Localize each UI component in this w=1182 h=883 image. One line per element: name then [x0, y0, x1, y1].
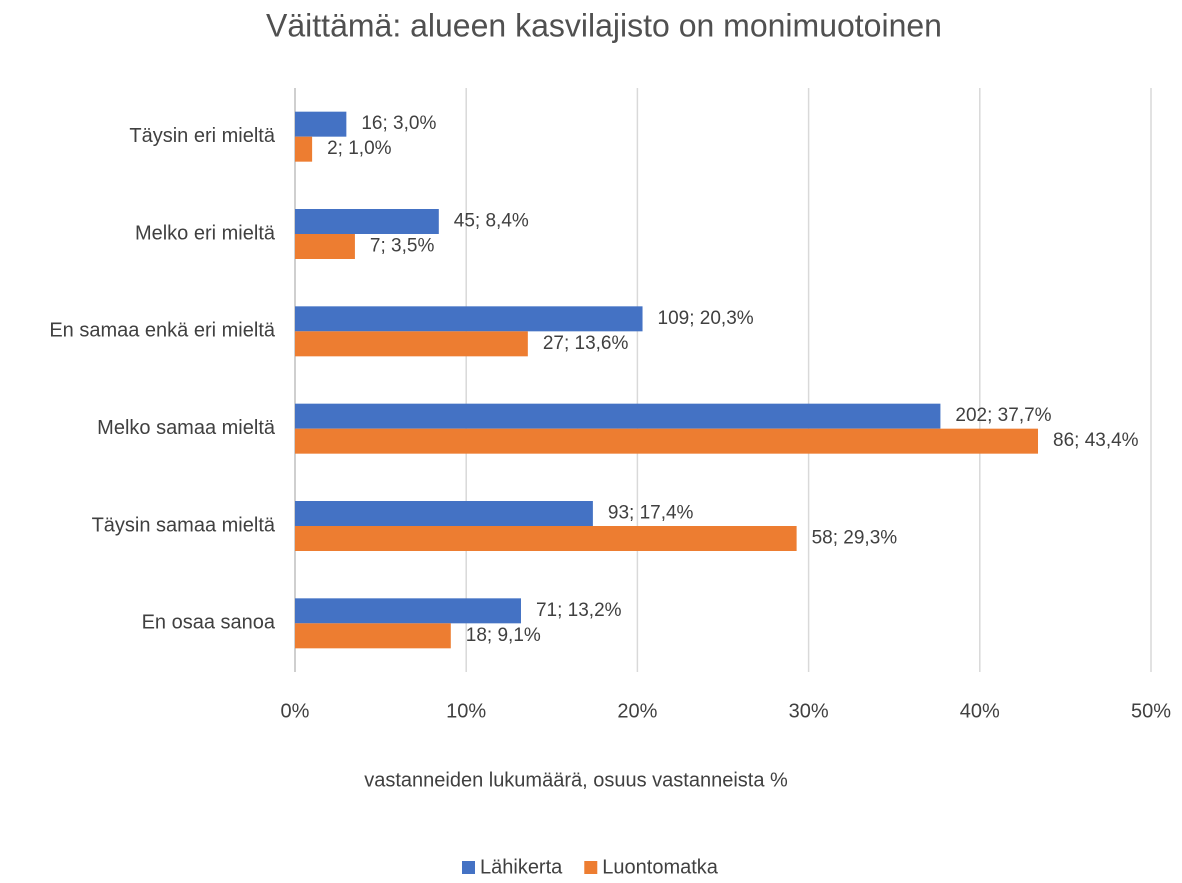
legend-swatch: [462, 861, 475, 874]
bar: [295, 234, 355, 259]
y-tick-label: Melko eri mieltä: [135, 222, 276, 244]
y-tick-label: En osaa sanoa: [142, 612, 276, 634]
data-label: 45; 8,4%: [454, 211, 529, 232]
chart-title: Väittämä: alueen kasvilajisto on monimuo…: [266, 7, 942, 43]
bar: [295, 598, 521, 624]
legend-label: Luontomatka: [602, 856, 719, 878]
data-label: 7; 3,5%: [370, 236, 435, 257]
bar: [295, 136, 313, 162]
legend-swatch: [584, 861, 598, 874]
bar: [295, 623, 451, 649]
y-tick-label: En samaa enkä eri mieltä: [49, 320, 276, 342]
data-label: 27; 13,6%: [543, 333, 629, 354]
bar: [295, 403, 941, 429]
x-tick-label: 10%: [446, 700, 486, 722]
legend-label: Lähikerta: [480, 856, 563, 878]
x-tick-label: 50%: [1131, 700, 1171, 722]
data-label: 86; 43,4%: [1053, 430, 1139, 451]
data-label: 58; 29,3%: [812, 528, 898, 549]
x-tick-label: 20%: [617, 700, 657, 722]
x-tick-label: 40%: [960, 700, 1000, 722]
bar: [295, 428, 1039, 454]
data-label: 16; 3,0%: [361, 113, 436, 134]
data-label: 202; 37,7%: [955, 405, 1051, 426]
data-label: 109; 20,3%: [658, 308, 754, 329]
y-tick-label: Melko samaa mieltä: [97, 417, 276, 439]
bar: [295, 209, 439, 234]
y-tick-label: Täysin eri mieltä: [129, 125, 275, 147]
data-label: 2; 1,0%: [327, 138, 392, 159]
bar: [295, 526, 797, 551]
data-label: 71; 13,2%: [536, 600, 622, 621]
bar: [295, 501, 593, 526]
data-label: 93; 17,4%: [608, 503, 694, 524]
data-label: 18; 9,1%: [466, 625, 541, 646]
bar: [295, 331, 528, 357]
x-tick-label: 0%: [281, 700, 310, 722]
x-tick-label: 30%: [789, 700, 829, 722]
bar: [295, 306, 643, 332]
bar: [295, 111, 347, 137]
y-tick-label: Täysin samaa mieltä: [92, 514, 276, 536]
x-axis-label: vastanneiden lukumäärä, osuus vastanneis…: [364, 769, 788, 791]
